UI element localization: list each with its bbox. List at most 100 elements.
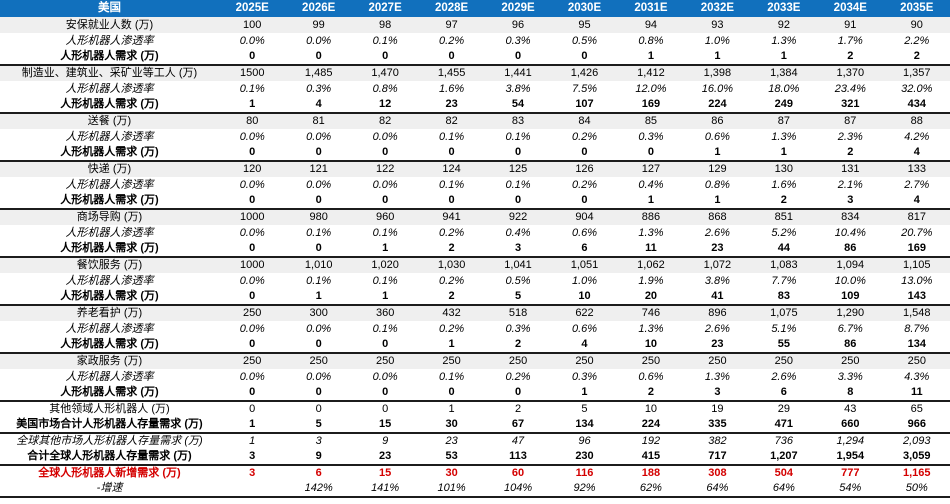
cell: 1 [647, 194, 654, 207]
cell: 1,455 [418, 64, 485, 81]
cell: 1 [647, 50, 654, 63]
cell: 0 [249, 386, 256, 399]
cell: 0 [514, 50, 522, 63]
cell: 0.2% [571, 130, 598, 143]
cell: 1.0% [571, 274, 598, 287]
year-header: 2025E [219, 0, 286, 17]
cell: 6 [780, 386, 787, 399]
cell: 0 [351, 400, 419, 417]
cell: 8 [847, 386, 854, 399]
cell: 1 [780, 146, 787, 159]
cell: 966 [907, 418, 926, 431]
cell: 1 [249, 418, 256, 431]
cell: 96 [484, 17, 552, 33]
cell: 1,426 [551, 64, 618, 81]
cell: 20.7% [901, 226, 933, 239]
cell: 169 [907, 242, 926, 255]
row-label: 人形机器人渗透率 [65, 178, 154, 191]
cell: 85 [617, 112, 685, 129]
cell: 0.2% [571, 178, 598, 191]
cell: 0 [647, 146, 654, 159]
cell: 249 [774, 98, 794, 111]
cell: 0.0% [239, 34, 265, 47]
cell: 1 [219, 432, 286, 449]
cell: 2 [448, 290, 455, 303]
row-label: 安保就业人数 (万) [0, 17, 219, 33]
cell: 3 [219, 464, 286, 481]
row-label: 全球其他市场人形机器人存量需求 (万) [0, 432, 219, 449]
cell: 817 [883, 208, 950, 225]
cell: 92 [750, 17, 818, 33]
table-row: 人形机器人渗透率 0.0% 0.1% 0.1% 0.2% 0.4% 0.6% 1.3% 2.6%… [0, 225, 950, 241]
cell: 96 [551, 432, 618, 449]
cell: 0.1% [505, 178, 531, 191]
row-label: 养老看护 (万) [0, 304, 219, 321]
table-row: 人形机器人需求 (万) 1 4 12 23 54 107 169 224 249 321 434 [0, 97, 950, 113]
cell: 1 [315, 290, 322, 303]
cell: 107 [575, 98, 594, 111]
cell: 0 [382, 386, 389, 399]
row-label: 人形机器人需求 (万) [60, 146, 159, 159]
cell: 432 [418, 304, 485, 321]
row-label: 商场导购 (万) [0, 208, 219, 225]
row-label: 其他领域人形机器人 (万) [0, 400, 219, 417]
table-row: 全球人形机器人新增需求 (万) 3 6 15 30 60 116 188 308 504 777 1,… [0, 464, 950, 481]
cell: 67 [511, 418, 525, 431]
row-label: 制造业、建筑业、采矿业等工人 (万) [0, 64, 219, 81]
cell: 250 [351, 352, 419, 369]
cell: 504 [750, 464, 818, 481]
cell: 4 [581, 338, 588, 351]
cell: 1 [581, 386, 588, 399]
cell: 0.3% [638, 130, 664, 143]
cell: 0 [514, 146, 522, 159]
cell: 1.6% [771, 178, 797, 191]
cell: 0 [285, 400, 352, 417]
cell: 3 [847, 194, 854, 207]
cell: 23 [379, 450, 392, 463]
row-label: 人形机器人渗透率 [65, 322, 154, 335]
cell: 18.0% [768, 82, 800, 95]
table-row: 人形机器人需求 (万) 0 0 0 0 0 1 2 3 6 8 11 [0, 385, 950, 401]
cell: 1.6% [439, 82, 465, 95]
cell: 941 [418, 208, 485, 225]
cell: 1,357 [883, 64, 950, 81]
row-label: 人形机器人需求 (万) [60, 338, 159, 351]
cell: 127 [617, 160, 685, 177]
cell: 12.0% [635, 82, 667, 95]
cell: 83 [484, 112, 552, 129]
cell: 360 [351, 304, 419, 321]
table-row: 人形机器人渗透率 0.0% 0.1% 0.1% 0.2% 0.5% 1.0% 1.9% 3.8%… [0, 273, 950, 289]
cell: 1,075 [750, 304, 818, 321]
cell: 2,093 [883, 432, 950, 449]
cell: 53 [445, 450, 458, 463]
cell: 960 [351, 208, 419, 225]
table-row: 养老看护 (万) 250 300 360 432 518 622 746 896 1,075 1,2… [0, 304, 950, 321]
row-label: 快递 (万) [0, 160, 219, 177]
cell: 622 [551, 304, 618, 321]
table-row: -增速 142% 141% 101% 104% 92% 62% 64% 64% 54% 50% [0, 481, 950, 498]
cell: 0.6% [571, 322, 598, 335]
cell: 0 [315, 338, 322, 351]
table-row: 人形机器人渗透率 0.0% 0.0% 0.0% 0.1% 0.2% 0.3% 0.6% 1.3%… [0, 369, 950, 385]
cell: 116 [551, 464, 618, 481]
cell: 6 [285, 464, 352, 481]
cell: 0 [249, 50, 256, 63]
cell: 0.1% [439, 130, 465, 143]
cell: 23 [711, 242, 724, 255]
year-header: 2030E [551, 0, 618, 17]
cell: 746 [617, 304, 685, 321]
cell: 29 [750, 400, 818, 417]
cell: 1,207 [770, 450, 798, 463]
cell: 15 [351, 464, 419, 481]
cell: 54% [817, 481, 884, 498]
cell: 868 [684, 208, 751, 225]
table-row: 人形机器人渗透率 0.0% 0.0% 0.1% 0.2% 0.3% 0.6% 1.3% 2.6%… [0, 321, 950, 337]
cell: 736 [750, 432, 818, 449]
cell: 1 [382, 290, 389, 303]
row-label: 人形机器人渗透率 [65, 370, 154, 383]
cell: 47 [484, 432, 552, 449]
cell: 0.0% [239, 322, 265, 335]
cell: 777 [817, 464, 884, 481]
table-row: 人形机器人需求 (万) 0 0 0 0 0 0 1 1 1 2 2 [0, 49, 950, 65]
cell: 82 [351, 112, 419, 129]
